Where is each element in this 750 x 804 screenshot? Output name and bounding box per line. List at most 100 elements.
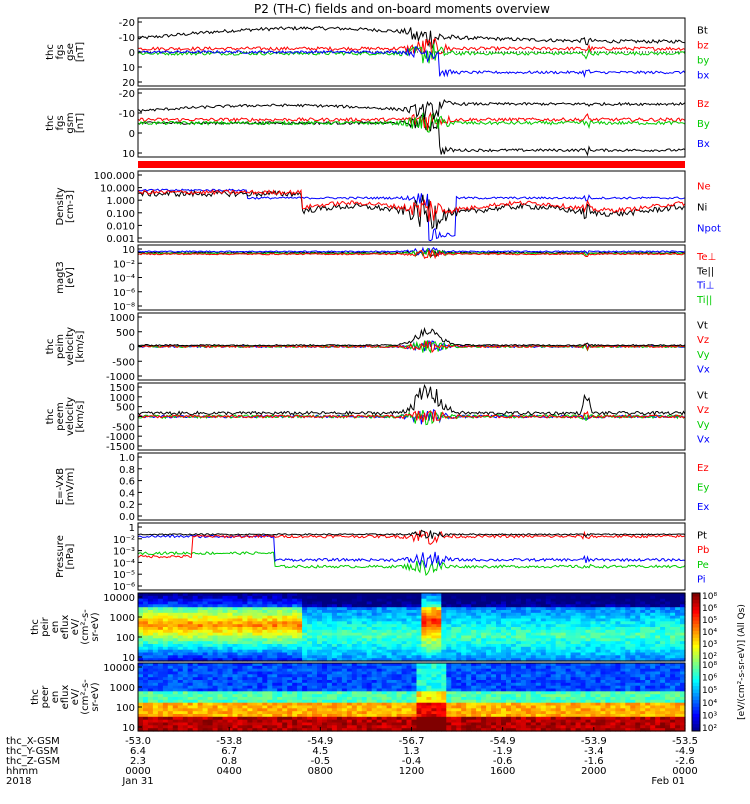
spectrogram-cell — [541, 621, 547, 624]
spectrogram-cell — [282, 683, 288, 686]
spectrogram-cell — [377, 630, 383, 633]
spectrogram-cell — [436, 700, 442, 703]
spectrogram-cell — [257, 683, 263, 686]
spectrogram-cell — [262, 630, 268, 633]
spectrogram-cell — [233, 630, 239, 633]
spectrogram-cell — [451, 725, 457, 728]
spectrogram-cell — [362, 725, 368, 728]
spectrogram-cell — [660, 655, 666, 658]
spectrogram-cell — [436, 666, 442, 669]
spectrogram-cell — [367, 621, 373, 624]
spectrogram-cell — [660, 604, 666, 607]
spectrogram-cell — [476, 647, 482, 650]
legend-entry: by — [697, 56, 709, 67]
spectrogram-cell — [188, 604, 194, 607]
spectrogram-cell — [516, 708, 522, 711]
spectrogram-cell — [302, 725, 308, 728]
spectrogram-cell — [297, 655, 303, 658]
spectrogram-cell — [178, 666, 184, 669]
y-axis-label: [nT] — [75, 42, 86, 62]
spectrogram-cell — [337, 613, 343, 616]
spectrogram-cell — [332, 630, 338, 633]
spectrogram-cell — [417, 647, 423, 650]
spectrogram-cell — [198, 717, 204, 720]
spectrogram-cell — [665, 655, 671, 658]
spectrogram-cell — [402, 647, 408, 650]
spectrogram-cell — [267, 630, 273, 633]
spectrogram-cell — [153, 647, 159, 650]
spectrogram-cell — [402, 666, 408, 669]
spectrogram-cell — [148, 647, 154, 650]
spectrogram-cell — [183, 655, 189, 658]
spectrogram-cell — [153, 700, 159, 703]
spectrogram-cell — [347, 655, 353, 658]
spectrogram-cell — [501, 717, 507, 720]
spectrogram-cell — [402, 691, 408, 694]
spectrogram-cell — [188, 647, 194, 650]
spectrogram-cell — [461, 708, 467, 711]
spectrogram-cell — [327, 700, 333, 703]
spectrogram-cell — [287, 683, 293, 686]
spectrogram-cell — [481, 621, 487, 624]
spectrogram-cell — [486, 647, 492, 650]
y-tick-label: 10⁻⁸ — [113, 302, 135, 313]
spectrogram-cell — [317, 655, 323, 658]
spectrogram-cell — [496, 655, 502, 658]
spectrogram-cell — [591, 647, 597, 650]
spectrogram-cell — [421, 655, 427, 658]
spectrogram-cell — [287, 596, 293, 599]
spectrogram-cell — [536, 691, 542, 694]
spectrogram-cell — [367, 691, 373, 694]
spectrogram-cell — [183, 613, 189, 616]
spectrogram-cell — [436, 613, 442, 616]
spectrogram-cell — [615, 613, 621, 616]
spectrogram-cell — [387, 708, 393, 711]
spectrogram-cell — [601, 621, 607, 624]
spectrogram-cell — [352, 666, 358, 669]
spectrogram-cell — [257, 691, 263, 694]
spectrogram-cell — [620, 596, 626, 599]
spectrogram-cell — [337, 647, 343, 650]
spectrogram-cell — [168, 708, 174, 711]
y-axis-label: [eV] — [65, 267, 76, 288]
spectrogram-cell — [203, 683, 209, 686]
spectrogram-cell — [581, 630, 587, 633]
spectrogram-cell — [660, 596, 666, 599]
spectrogram-cell — [257, 613, 263, 616]
spectrogram-cell — [402, 638, 408, 641]
spectrogram-cell — [556, 725, 562, 728]
spectrogram-cell — [446, 708, 452, 711]
spectrogram-cell — [640, 604, 646, 607]
spectrogram-cell — [466, 708, 472, 711]
spectrogram-cell — [591, 604, 597, 607]
spectrogram-cell — [551, 691, 557, 694]
y-tick-label: 10⁻⁶ — [113, 582, 135, 593]
spectrogram-cell — [272, 604, 278, 607]
y-tick-label: 1 — [129, 523, 135, 534]
spectrogram-cell — [282, 630, 288, 633]
y-tick-label: -20 — [119, 18, 135, 29]
spectrogram-cell — [536, 638, 542, 641]
spectrogram-cell — [193, 725, 199, 728]
spectrogram-cell — [188, 630, 194, 633]
spectrogram-cell — [476, 725, 482, 728]
spectrogram-cell — [337, 700, 343, 703]
spectrogram-cell — [402, 674, 408, 677]
spectrogram-cell — [173, 638, 179, 641]
spectrogram-cell — [223, 666, 229, 669]
spectrogram-cell — [322, 630, 328, 633]
spectrogram-cell — [536, 630, 542, 633]
spectrogram-cell — [402, 725, 408, 728]
spectrogram-cell — [466, 666, 472, 669]
spectrogram-cell — [143, 613, 149, 616]
spectrogram-cell — [213, 613, 219, 616]
spectrogram-cell — [526, 630, 532, 633]
spectrogram-cell — [252, 666, 258, 669]
spectrogram-cell — [362, 700, 368, 703]
series-Bt — [138, 100, 685, 120]
spectrogram-cell — [451, 683, 457, 686]
spectrogram-cell — [407, 683, 413, 686]
spectrogram-cell — [272, 683, 278, 686]
spectrogram-cell — [546, 613, 552, 616]
spectrogram-cell — [287, 674, 293, 677]
